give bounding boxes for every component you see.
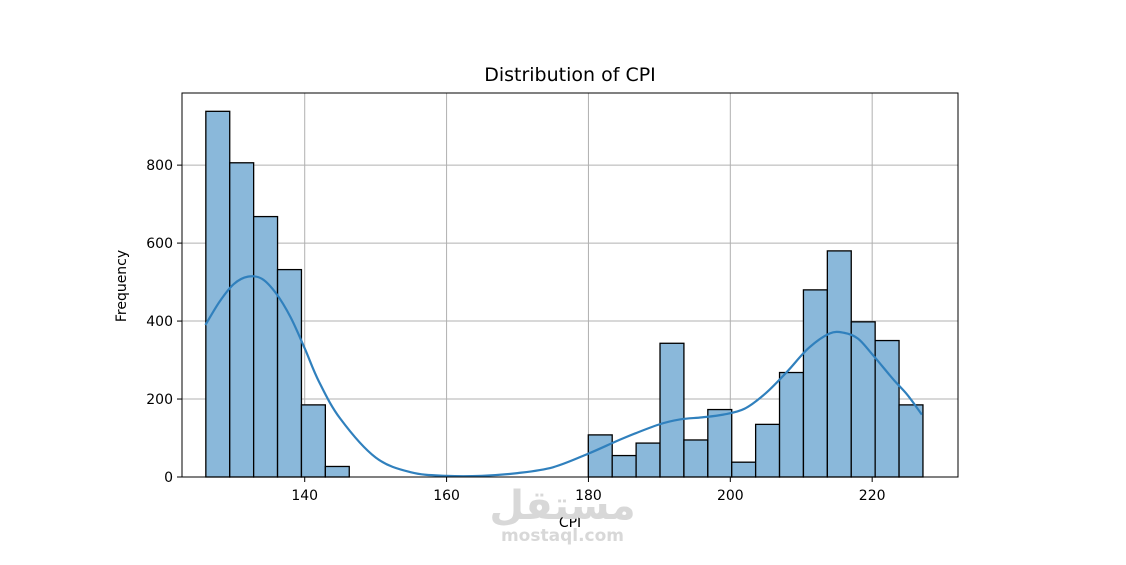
histogram-bar xyxy=(635,442,661,478)
x-tick-label: 220 xyxy=(859,488,886,504)
y-tick-label: 600 xyxy=(146,236,173,252)
kde-curve xyxy=(204,275,923,478)
histogram-bar xyxy=(611,454,637,478)
x-axis-label: CPI xyxy=(559,515,581,531)
histogram-bar xyxy=(229,162,255,478)
histogram-bar xyxy=(300,404,327,478)
x-tick-label: 200 xyxy=(717,488,744,504)
x-tick-label: 140 xyxy=(291,488,318,504)
kde-line xyxy=(204,275,923,478)
histogram-bar xyxy=(778,371,805,478)
y-tick-label: 800 xyxy=(146,158,173,174)
plot-frame xyxy=(181,92,959,478)
histogram-bars xyxy=(205,110,924,478)
histogram-bar xyxy=(707,408,733,478)
x-tick-label: 160 xyxy=(433,488,460,504)
histogram-bar xyxy=(683,439,709,478)
y-tick-label: 200 xyxy=(146,392,173,408)
histogram-bar xyxy=(587,434,613,478)
histogram-bar xyxy=(659,342,685,478)
y-axis-ticks: 0 200 400 600 800 xyxy=(146,158,182,486)
x-axis-ticks: 140 160 180 200 220 xyxy=(291,477,886,504)
histogram-bar xyxy=(324,465,350,478)
watermark-arabic: مستقل xyxy=(489,483,636,529)
y-axis-label: Frequency xyxy=(114,250,130,322)
histogram-bar xyxy=(252,215,279,478)
y-tick-label: 400 xyxy=(146,314,173,330)
histogram-bar xyxy=(802,289,828,478)
histogram-bar xyxy=(731,461,757,478)
x-tick-label: 180 xyxy=(575,488,602,504)
y-tick-label: 0 xyxy=(164,470,173,486)
chart-title: Distribution of CPI xyxy=(484,64,656,86)
watermark-latin: mostaql.com xyxy=(500,526,625,546)
histogram-bar xyxy=(754,423,781,478)
watermark: مستقل mostaql.com xyxy=(470,486,655,546)
histogram-bar xyxy=(898,404,924,478)
histogram-bar xyxy=(826,250,852,478)
